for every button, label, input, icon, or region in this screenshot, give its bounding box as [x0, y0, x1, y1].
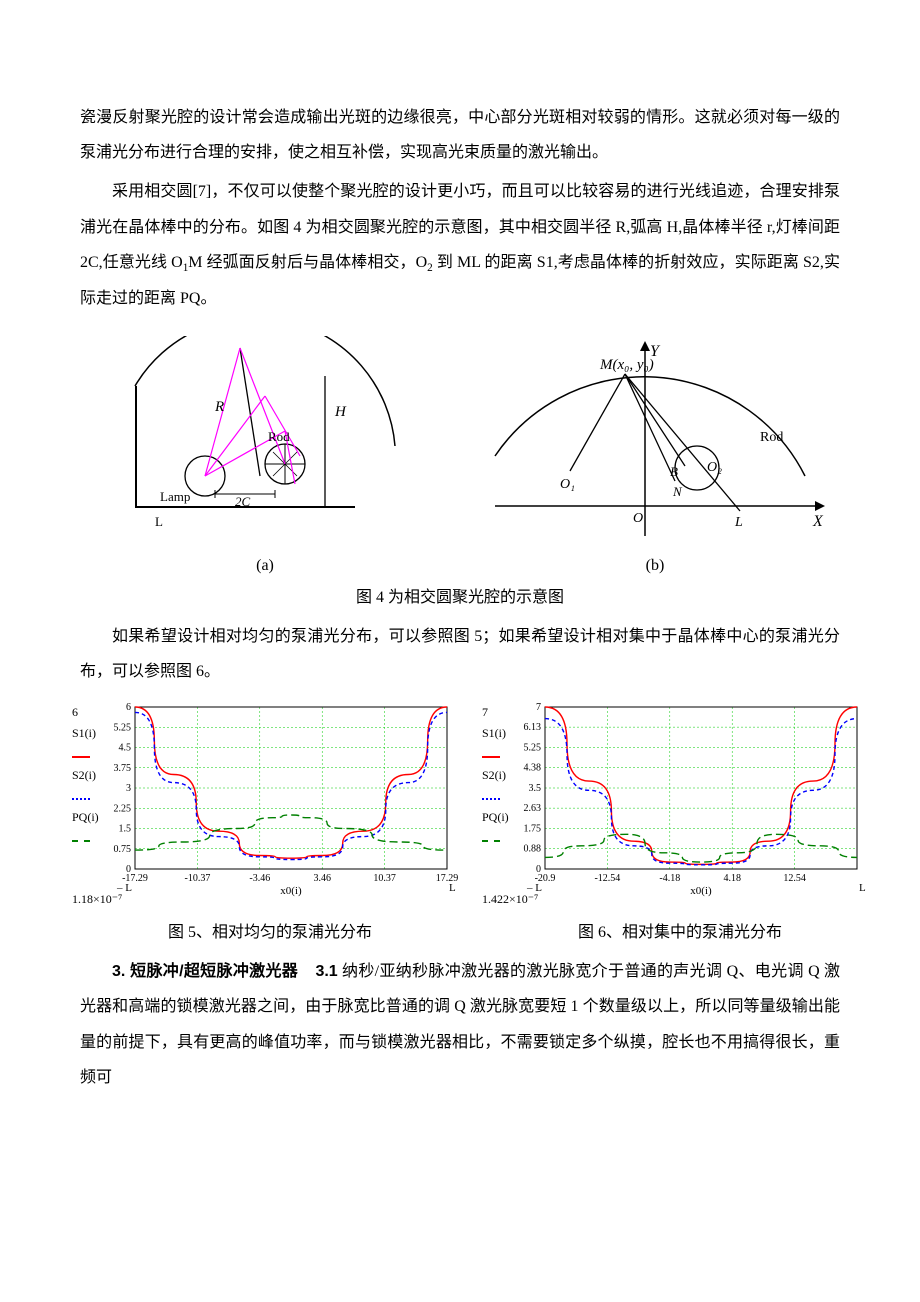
fig4a-label-Lamp: Lamp	[160, 489, 190, 504]
svg-text:-4.18: -4.18	[659, 873, 680, 884]
svg-text:-10.37: -10.37	[185, 873, 211, 884]
fig4b-label-L: L	[734, 515, 743, 530]
figure-4b-cell: Y X M(x₀, y₀) Rod O₁ O₂ B N O L (b)	[470, 336, 840, 575]
fig4-caption: 图 4 为相交圆聚光腔的示意图	[80, 583, 840, 607]
svg-text:x0(i): x0(i)	[690, 885, 712, 897]
svg-text:-3.46: -3.46	[249, 873, 270, 884]
svg-text:4.18: 4.18	[723, 873, 741, 884]
chart5-svg: 65.254.53.7532.251.50.750-17.29-10.37-3.…	[80, 699, 460, 909]
svg-text:L: L	[449, 882, 456, 894]
fig4b-label-O2: O₂	[707, 460, 722, 475]
fig4b-label-X: X	[812, 513, 824, 530]
svg-text:3: 3	[126, 783, 131, 794]
fig4a-label-Rod: Rod	[268, 429, 290, 444]
svg-text:x0(i): x0(i)	[280, 885, 302, 897]
svg-text:-12.54: -12.54	[594, 873, 620, 884]
fig4b-label-O: O	[633, 511, 643, 526]
chart5-caption: 图 5、相对均匀的泵浦光分布	[80, 918, 460, 942]
figure-4b-svg: Y X M(x₀, y₀) Rod O₁ O₂ B N O L	[475, 336, 835, 546]
para4-rest: 纳秒/亚纳秒脉冲激光器的激光脉宽介于普通的声光调 Q、电光调 Q 激光器和高端的…	[80, 963, 840, 1086]
chart6-caption: 图 6、相对集中的泵浦光分布	[490, 918, 870, 942]
fig4b-label-B: B	[670, 464, 678, 479]
fig4a-label-2C: 2C	[235, 494, 251, 509]
chart5-cell: 6 S1(i) S2(i) PQ(i) 1.18×10⁻⁷ 65.254.53.…	[80, 699, 460, 942]
svg-text:L: L	[859, 882, 866, 894]
chart6-ylabels: 7 S1(i) S2(i) PQ(i) 1.422×10⁻⁷	[482, 705, 538, 907]
fig4b-label-O1: O₁	[560, 477, 575, 492]
svg-text:6: 6	[126, 702, 131, 713]
paragraph-2: 采用相交圆[7]，不仅可以使整个聚光腔的设计更小巧，而且可以比较容易的进行光线追…	[80, 174, 840, 315]
fig4a-label-L: L	[155, 514, 163, 529]
svg-text:12.54: 12.54	[783, 873, 806, 884]
para2-b: M 经弧面反射后与晶体棒相交，O	[188, 254, 427, 271]
paragraph-4: 3. 短脉冲/超短脉冲激光器 3.1 纳秒/亚纳秒脉冲激光器的激光脉宽介于普通的…	[80, 954, 840, 1095]
fig4b-sub: (b)	[470, 557, 840, 575]
fig4a-sub: (a)	[80, 557, 450, 575]
figure-4-row: R H Rod Lamp L 2C (a) Y X M(x₀, y₀) Rod …	[80, 336, 840, 575]
fig4b-label-M: M(x₀, y₀)	[599, 357, 654, 373]
fig4a-label-R: R	[214, 399, 224, 415]
para4-bold1: 3. 短脉冲/超短脉冲激光器	[112, 963, 298, 980]
chart5-ylabels: 6 S1(i) S2(i) PQ(i) 1.18×10⁻⁷	[72, 705, 122, 907]
svg-text:3.46: 3.46	[313, 873, 331, 884]
chart6-svg: 76.135.254.383.52.631.750.880-20.9-12.54…	[490, 699, 870, 909]
chart6-cell: 7 S1(i) S2(i) PQ(i) 1.422×10⁻⁷ 76.135.25…	[490, 699, 870, 942]
paragraph-3: 如果希望设计相对均匀的泵浦光分布，可以参照图 5；如果希望设计相对集中于晶体棒中…	[80, 619, 840, 689]
fig4b-label-Rod: Rod	[760, 430, 783, 445]
para4-bold2: 3.1	[315, 963, 337, 980]
fig4b-label-N: N	[672, 484, 683, 499]
figure-4a-cell: R H Rod Lamp L 2C (a)	[80, 336, 450, 575]
paragraph-1: 瓷漫反射聚光腔的设计常会造成输出光斑的边缘很亮，中心部分光斑相对较弱的情形。这就…	[80, 100, 840, 170]
charts-row: 6 S1(i) S2(i) PQ(i) 1.18×10⁻⁷ 65.254.53.…	[80, 699, 840, 942]
figure-4a-svg: R H Rod Lamp L 2C	[105, 336, 425, 546]
svg-text:10.37: 10.37	[373, 873, 396, 884]
fig4a-label-H: H	[334, 404, 347, 420]
